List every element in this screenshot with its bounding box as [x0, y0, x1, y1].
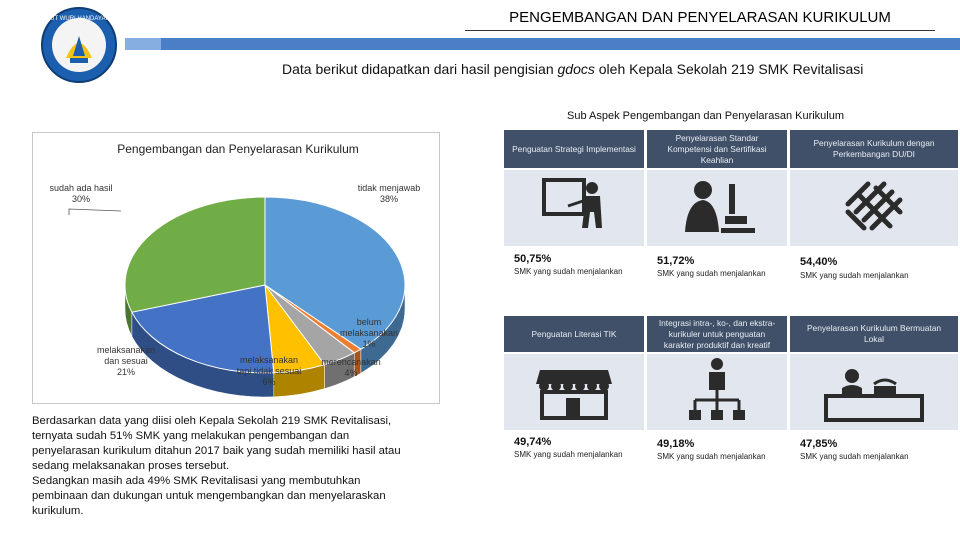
tile-icon-area	[504, 354, 644, 430]
header-bar-shade	[125, 38, 161, 50]
subtitle-before: Data berikut didapatkan dari hasil pengi…	[282, 61, 558, 77]
storefront-icon	[536, 370, 612, 420]
logo-text: TUT WURI HANDAYANI	[46, 16, 111, 22]
tile-caption: SMK yang sudah menjalankan	[800, 452, 909, 461]
tile-header-standar: Penyelarasan Standar Kompetensi dan Sert…	[647, 130, 787, 168]
tile-header-lokal: Penyelarasan Kurikulum Bermuatan Lokal	[790, 316, 958, 352]
tile-percent: 47,85%	[800, 438, 838, 450]
tile-caption: SMK yang sudah menjalankan	[514, 267, 623, 276]
tile-percent: 54,40%	[800, 256, 838, 268]
header-bar	[125, 38, 960, 50]
tile-caption: SMK yang sudah menjalankan	[514, 450, 623, 459]
logo: TUT WURI HANDAYANI	[41, 7, 117, 83]
description-line: sedang melaksanakan proses tersebut.	[32, 460, 230, 472]
tile-header-integrasi: Integrasi intra-, ko-, dan ekstra-kuriku…	[647, 316, 787, 352]
title-underline	[465, 30, 935, 31]
pie-label-sudah-ada-hasil: sudah ada hasil 30%	[49, 183, 112, 204]
subtitle: Data berikut didapatkan dari hasil pengi…	[282, 61, 863, 77]
description-line: pembinaan dan dukungan untuk mengembangk…	[32, 490, 386, 502]
teacher-board-icon	[542, 178, 602, 228]
pie-label-melaksanakan-tapi-tidak-sesuai: melaksanakan tapi tidak sesuai 6%	[237, 355, 302, 387]
tile-header-dudi: Penyelarasan Kurikulum dengan Perkembang…	[790, 130, 958, 168]
microscope-icon	[685, 181, 755, 233]
tile-icon-area	[647, 170, 787, 246]
pie-slice-sudah-ada-hasil	[124, 196, 266, 313]
pie-label-belum-melaksanakan: belum melaksanakan 1%	[340, 317, 398, 349]
pie-chart: Pengembangan dan Penyelarasan Kurikulum t…	[32, 132, 440, 404]
tile-percent: 50,75%	[514, 253, 552, 265]
subtitle-after: oleh Kepala Sekolah 219 SMK Revitalisasi	[594, 61, 864, 77]
tile-percent: 49,18%	[657, 438, 695, 450]
pie-leader-line	[68, 208, 122, 215]
tile-icon-area	[647, 354, 787, 430]
page-title: PENGEMBANGAN DAN PENYELARASAN KURIKULUM	[509, 9, 891, 26]
description-line: penyelarasan kurikulum ditahun 2017 baik…	[32, 445, 401, 457]
tile-percent: 49,74%	[514, 436, 552, 448]
tile-caption: SMK yang sudah menjalankan	[800, 271, 909, 280]
tile-caption: SMK yang sudah menjalankan	[657, 269, 766, 278]
tile-icon-area	[790, 170, 958, 246]
pie-label-melaksanakan-dan-sesuai: melaksanakan dan sesuai 21%	[97, 345, 155, 377]
description: Berdasarkan data yang diisi oleh Kepala …	[32, 414, 442, 519]
tile-icon-area	[790, 354, 958, 430]
tile-header-strategi: Penguatan Strategi Implementasi	[504, 130, 644, 168]
pie-slice-melaksanakan-dan-sesuai	[131, 284, 275, 374]
chart-title: Pengembangan dan Penyelarasan Kurikulum	[117, 142, 359, 156]
description-line: Sedangkan masih ada 49% SMK Revitalisasi…	[32, 475, 361, 487]
pie-label-merencanakan: merencanakan 4%	[321, 357, 381, 378]
pie-slice-tidak-menjawab	[264, 196, 406, 350]
pie-chart-svg: Pengembangan dan Penyelarasan Kurikulum t…	[49, 142, 421, 398]
sub-aspect-heading: Sub Aspek Pengembangan dan Penyelarasan …	[567, 110, 845, 122]
receptionist-desk-icon	[824, 369, 924, 422]
description-line: Berdasarkan data yang diisi oleh Kepala …	[32, 415, 392, 427]
tile-caption: SMK yang sudah menjalankan	[657, 452, 766, 461]
tile-icon-area	[504, 170, 644, 246]
description-line: ternyata sudah 51% SMK yang melakukan pe…	[32, 430, 350, 442]
tile-header-tik: Penguatan Literasi TIK	[504, 316, 644, 352]
subtitle-italic: gdocs	[557, 61, 595, 77]
tile-percent: 51,72%	[657, 255, 695, 267]
woven-pattern-icon	[845, 181, 903, 231]
pie-label-tidak-menjawab: tidak menjawab 38%	[358, 183, 421, 204]
description-line: kurikulum.	[32, 505, 84, 517]
org-chart-icon	[689, 358, 745, 420]
